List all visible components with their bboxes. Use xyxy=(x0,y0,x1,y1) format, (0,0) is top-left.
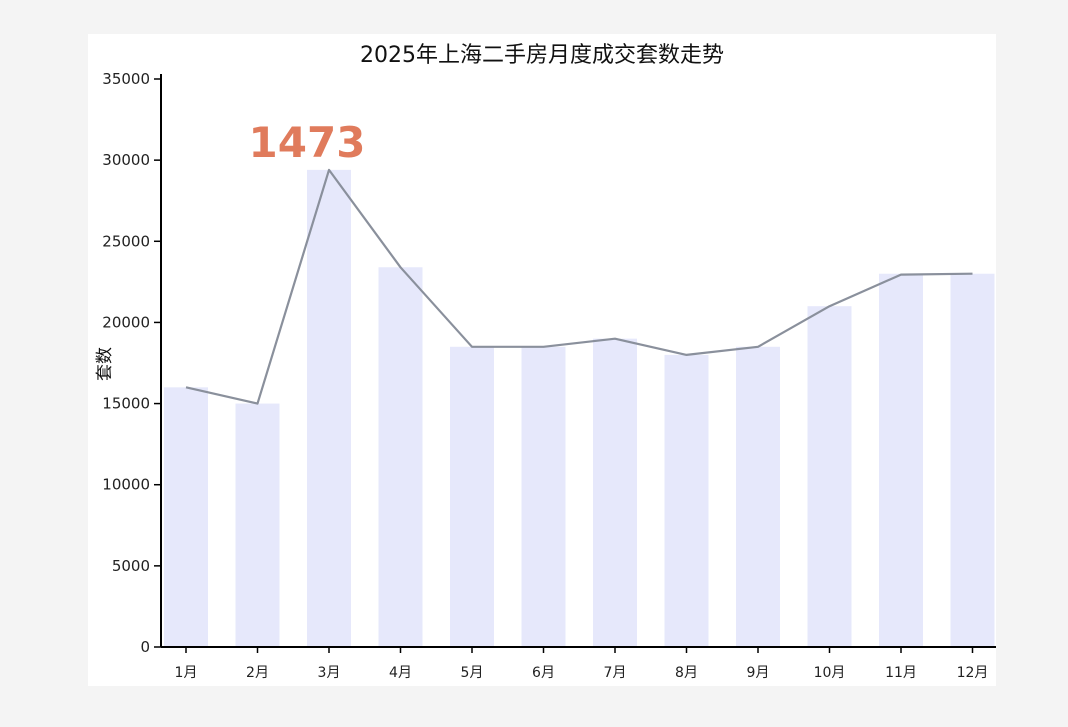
x-tick-label-8月: 8月 xyxy=(675,665,698,681)
x-tick-label-1月: 1月 xyxy=(175,665,198,681)
bar-4月 xyxy=(378,267,423,647)
y-tick-label-0: 0 xyxy=(140,638,150,656)
x-tick-label-7月: 7月 xyxy=(604,665,627,681)
y-tick-label-20000: 20000 xyxy=(102,313,150,331)
annotations: 1473 xyxy=(249,118,366,167)
x-tick-label-6月: 6月 xyxy=(532,665,555,681)
x-tick-label-12月: 12月 xyxy=(957,665,989,681)
x-tick-label-3月: 3月 xyxy=(318,665,341,681)
chart-svg: 2025年上海二手房月度成交套数走势 套数 0 5000 10000 15000 200… xyxy=(95,43,996,681)
y-tick-label-5000: 5000 xyxy=(112,557,150,575)
bar-3月 xyxy=(307,169,351,647)
bar-11月 xyxy=(879,273,923,647)
x-tick-label-5月: 5月 xyxy=(461,665,484,681)
bar-5月 xyxy=(450,346,494,647)
y-axis-ticks: 0 5000 10000 15000 20000 25000 30000 35000 xyxy=(102,70,161,656)
x-tick-label-9月: 9月 xyxy=(747,665,770,681)
chart-title: 2025年上海二手房月度成交套数走势 xyxy=(360,43,724,68)
bar-9月 xyxy=(736,346,780,647)
y-tick-label-10000: 10000 xyxy=(102,476,150,494)
bar-7月 xyxy=(593,338,637,647)
trend-line xyxy=(185,168,973,405)
x-tick-label-10月: 10月 xyxy=(814,665,846,681)
bar-8月 xyxy=(664,354,709,647)
chart-frame: 2025年上海二手房月度成交套数走势 套数 0 5000 10000 15000 200… xyxy=(88,34,996,686)
axes xyxy=(160,74,996,648)
x-tick-label-11月: 11月 xyxy=(885,665,917,681)
x-tick-label-2月: 2月 xyxy=(246,665,269,681)
bar-2月 xyxy=(235,403,280,647)
x-axis-categories: 1月 2月 3月 4月 5月 6月 7月 8月 9月 10月 11月 12月 xyxy=(175,647,989,681)
bar-6月 xyxy=(521,346,566,647)
bar-10月 xyxy=(807,306,852,647)
bar-series xyxy=(164,169,995,647)
y-tick-label-35000: 35000 xyxy=(102,70,150,88)
y-tick-label-25000: 25000 xyxy=(102,232,150,250)
y-tick-label-15000: 15000 xyxy=(102,395,150,413)
y-axis-label: 套数 xyxy=(95,347,115,381)
bar-1月 xyxy=(164,387,208,647)
line-series xyxy=(185,168,973,405)
x-tick-label-4月: 4月 xyxy=(389,665,412,681)
bar-12月 xyxy=(950,273,995,647)
annotation-label: 1473 xyxy=(249,118,366,167)
y-tick-label-30000: 30000 xyxy=(102,151,150,169)
